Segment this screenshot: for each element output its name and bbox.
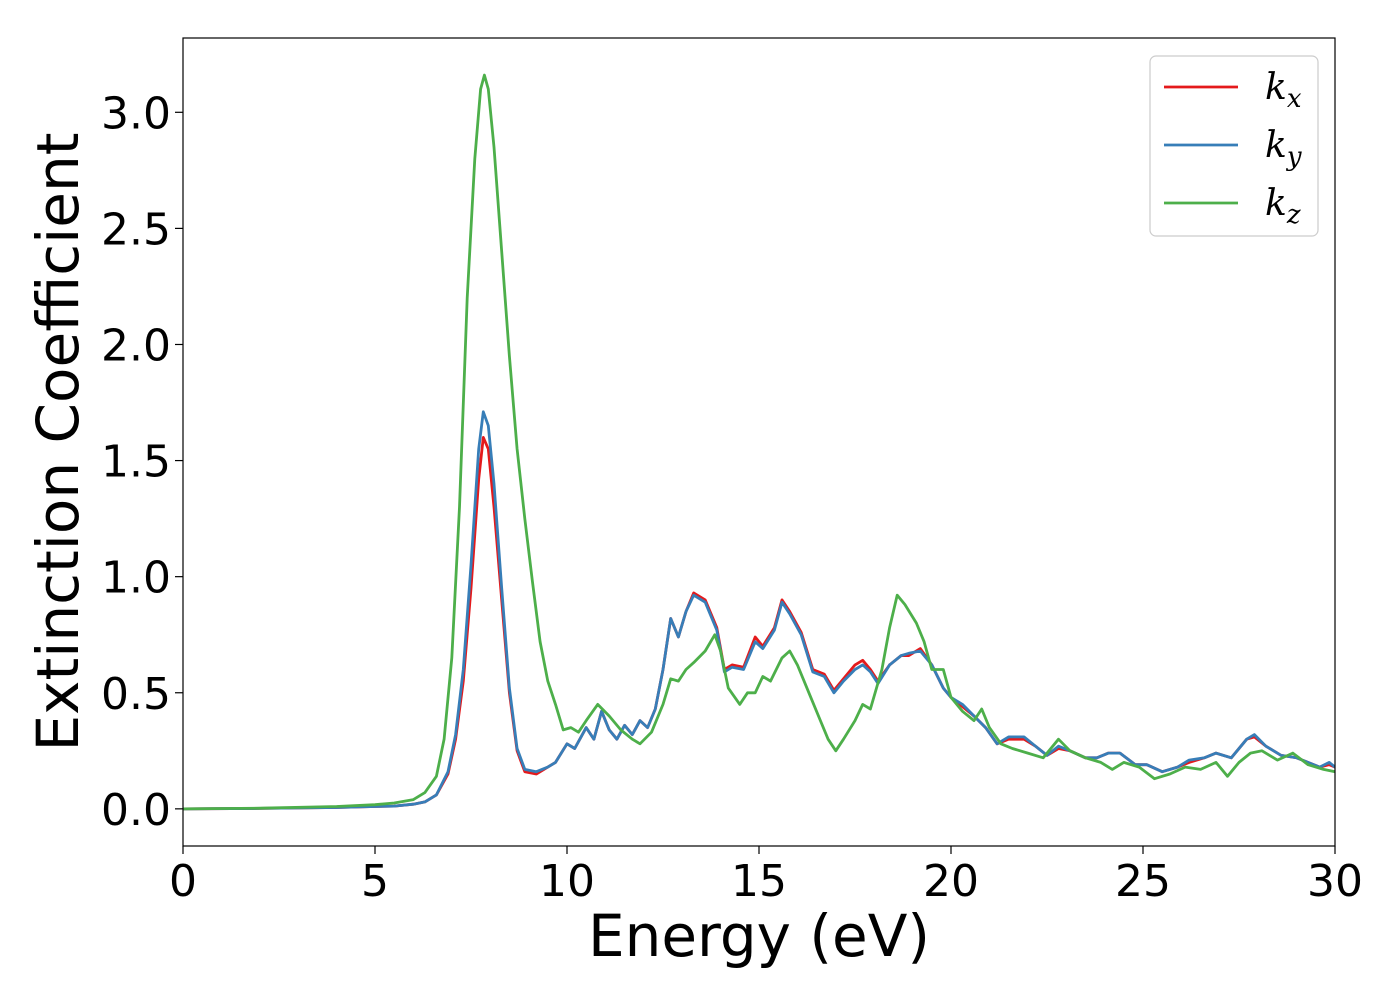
y-tick-label: 1.0 xyxy=(101,553,171,604)
y-tick-label: 2.5 xyxy=(101,204,171,255)
x-tick-label: 25 xyxy=(1115,856,1171,907)
x-axis-title: Energy (eV) xyxy=(588,902,930,970)
x-tick-label: 0 xyxy=(169,856,197,907)
x-tick-label: 30 xyxy=(1307,856,1363,907)
legend-label-main: k xyxy=(1265,183,1287,224)
y-axis: 0.0 0.5 1.0 1.5 2.0 2.5 3.0 xyxy=(101,88,183,836)
legend-label-kx: kx xyxy=(1265,67,1302,114)
x-axis: 0 5 10 15 20 25 30 xyxy=(169,846,1363,907)
y-tick-label: 0.5 xyxy=(101,669,171,720)
y-axis-title: Extinction Coefficient xyxy=(24,133,92,752)
y-tick-label: 2.0 xyxy=(101,320,171,371)
y-tick-label: 1.5 xyxy=(101,437,171,488)
legend-label-subscript: x xyxy=(1287,84,1302,114)
y-tick-label: 3.0 xyxy=(101,88,171,139)
x-tick-label: 10 xyxy=(539,856,595,907)
series-line-kz xyxy=(183,73,1335,811)
y-tick-label: 0.0 xyxy=(101,785,171,836)
legend-label-subscript: y xyxy=(1286,142,1302,172)
x-tick-label: 15 xyxy=(731,856,787,907)
series-layer xyxy=(183,73,1335,811)
legend-label-subscript: z xyxy=(1286,200,1301,230)
x-tick-label: 20 xyxy=(923,856,979,907)
legend-label-ky: ky xyxy=(1265,125,1302,172)
legend-label-main: k xyxy=(1265,67,1287,108)
legend-label-main: k xyxy=(1265,125,1287,166)
x-tick-label: 5 xyxy=(361,856,389,907)
legend-label-kz: kz xyxy=(1265,183,1301,230)
